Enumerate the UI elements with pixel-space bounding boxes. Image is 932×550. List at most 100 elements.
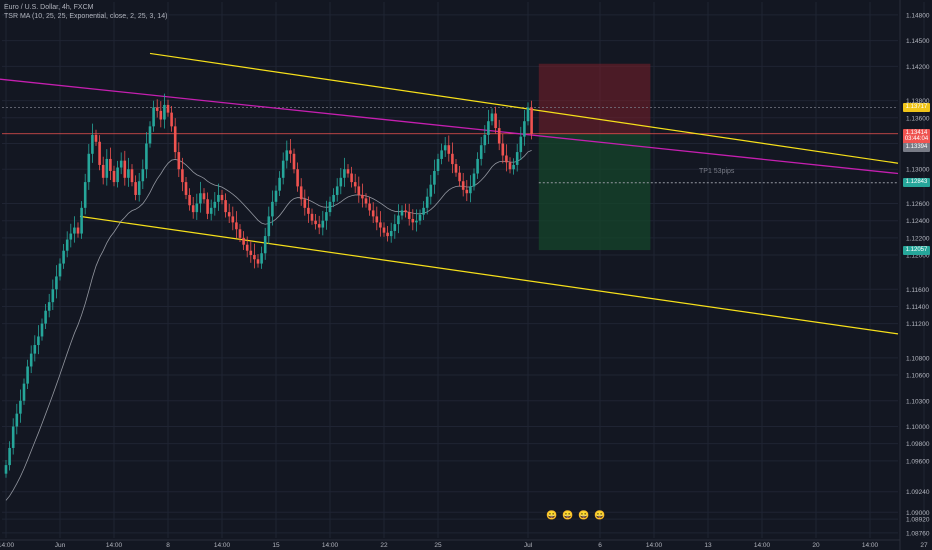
- candle-body: [83, 182, 87, 208]
- candle-body: [307, 207, 310, 214]
- candle-body: [37, 336, 40, 346]
- candle-body: [425, 196, 429, 208]
- candle-body: [469, 186, 472, 194]
- candle-body: [447, 145, 451, 154]
- candle-body: [184, 182, 188, 195]
- candle-body: [296, 169, 299, 187]
- candle-body: [386, 232, 389, 237]
- candle-body: [224, 200, 227, 213]
- candle-body: [271, 201, 274, 217]
- candle-body: [433, 170, 436, 185]
- x-tick-label: 14:00: [0, 542, 15, 549]
- candle-body: [163, 104, 166, 120]
- candle-body: [62, 250, 65, 264]
- candle-body: [109, 158, 112, 171]
- y-tick-label: 1.10800: [906, 355, 930, 362]
- y-tick-label: 1.12200: [906, 235, 930, 242]
- candle-body: [350, 173, 353, 183]
- candle-body: [101, 164, 105, 178]
- emoji-reaction-icon[interactable]: 😀: [578, 510, 590, 520]
- candle-body: [177, 152, 181, 170]
- candle-body: [130, 169, 134, 183]
- emoji-reaction-icon[interactable]: 😀: [562, 510, 574, 520]
- x-tick-label: 22: [380, 542, 388, 549]
- candle-body: [440, 150, 443, 159]
- candle-body: [245, 244, 249, 251]
- candle-body: [260, 253, 263, 264]
- candle-body: [159, 110, 163, 120]
- y-tick-label: 1.14200: [906, 64, 930, 71]
- indicator-label: TSR MA (10, 25, 25, Exponential, close, …: [4, 13, 168, 20]
- candle-body: [407, 212, 411, 219]
- y-tick-label: 1.14800: [906, 12, 930, 19]
- candle-body: [487, 121, 490, 135]
- legend: Euro / U.S. Dollar, 4h, FXCM TSR MA (10,…: [4, 3, 167, 21]
- price-axis-tag: 1.13717: [903, 103, 930, 113]
- y-tick-label: 1.09800: [906, 441, 930, 448]
- candle-body: [465, 189, 469, 194]
- candle-body: [80, 207, 83, 234]
- candle-body: [519, 136, 523, 153]
- candle-body: [69, 233, 73, 240]
- candle-body: [278, 177, 281, 191]
- x-tick-label: Jun: [55, 542, 66, 549]
- y-tick-label: 1.11400: [906, 304, 929, 311]
- x-axis: 14:00 Jun 14:00 8 14:00 15 14:00 22 25 Jul 6 14:00 1…: [0, 539, 928, 549]
- y-tick-label: 1.14500: [906, 38, 930, 45]
- y-tick-label: 1.08760: [906, 530, 930, 537]
- candle-body: [454, 164, 458, 173]
- price-axis-tag: 1.12843: [903, 178, 930, 188]
- price-axis-tag: 1.13394: [903, 143, 930, 153]
- emoji-reaction-icon[interactable]: 😀: [546, 510, 558, 520]
- candle-body: [87, 153, 91, 183]
- candle-body: [148, 126, 152, 144]
- candle-body: [397, 215, 400, 225]
- price-axis-tag: 1.12057: [903, 245, 930, 255]
- candle-body: [267, 216, 271, 237]
- candle-body: [123, 160, 127, 178]
- candle-body: [274, 190, 278, 202]
- candle-body: [310, 213, 314, 221]
- candle-body: [458, 172, 461, 182]
- candle-body: [479, 145, 483, 159]
- price-axis-tag: 1.13414: [903, 129, 930, 139]
- candle-body: [51, 289, 55, 303]
- candle-body: [361, 194, 364, 199]
- candle-body: [227, 212, 231, 217]
- candle-body: [415, 220, 418, 223]
- y-tick-label: 1.10300: [906, 398, 930, 405]
- candle-body: [364, 198, 368, 204]
- candle-body: [155, 107, 159, 111]
- candle-body: [22, 383, 26, 401]
- candle-body: [411, 218, 415, 223]
- y-tick-label: 1.13000: [906, 167, 930, 174]
- candle-body: [523, 121, 526, 137]
- tp-label: TP1 53pips: [699, 168, 735, 175]
- y-tick-label: 1.12600: [906, 201, 930, 208]
- candle-body: [332, 194, 335, 202]
- emoji-reaction-icon[interactable]: 😀: [594, 510, 606, 520]
- channel-upper-line: [149, 52, 899, 164]
- candle-body: [451, 153, 454, 165]
- candle-body: [134, 182, 137, 195]
- candle-body: [263, 236, 267, 254]
- candle-body: [94, 134, 98, 142]
- candle-body: [170, 112, 173, 127]
- candle-body: [73, 227, 76, 234]
- candle-body: [105, 158, 109, 178]
- candle-body: [19, 400, 22, 414]
- candle-body: [238, 229, 242, 238]
- candle-body: [289, 150, 292, 154]
- candle-body: [195, 203, 199, 213]
- y-tick-label: 1.13600: [906, 115, 930, 122]
- candle-body: [476, 158, 479, 174]
- x-tick-label: 14:00: [754, 542, 771, 549]
- candle-body: [321, 220, 325, 228]
- candle-body: [137, 181, 141, 195]
- candle-body: [368, 203, 371, 211]
- candle-body: [235, 222, 238, 230]
- y-tick-label: 1.08920: [906, 517, 930, 524]
- candle-body: [209, 207, 213, 214]
- candle-body: [501, 143, 505, 156]
